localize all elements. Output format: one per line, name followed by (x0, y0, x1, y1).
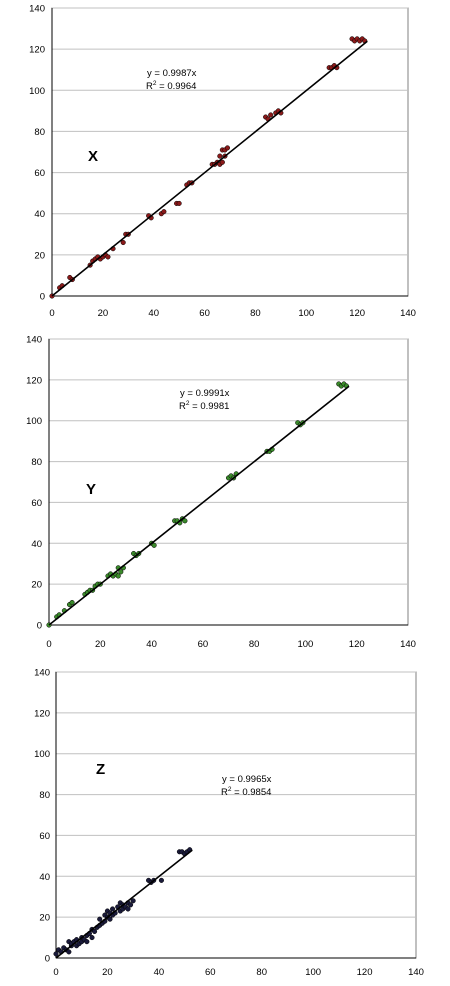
panel-label: Y (86, 481, 96, 498)
x-tick-label: 140 (400, 639, 416, 650)
r-squared: R2 = 0.9981 (179, 400, 229, 412)
y-tick-label: 40 (39, 872, 50, 883)
data-point (115, 573, 121, 579)
data-point (128, 902, 134, 908)
data-point (118, 569, 124, 575)
trendline-equation: y = 0.9965x (222, 774, 272, 785)
y-tick-label: 140 (29, 4, 45, 15)
y-tick-label: 20 (39, 913, 50, 924)
data-point (130, 898, 136, 904)
trendline (55, 849, 193, 959)
data-point (110, 906, 116, 912)
y-tick-label: 120 (26, 375, 42, 386)
trendline (48, 385, 350, 626)
y-tick-label: 80 (31, 457, 42, 468)
y-tick-label: 120 (29, 45, 45, 56)
x-tick-label: 100 (298, 308, 314, 319)
x-tick-label: 80 (249, 639, 260, 650)
x-tick-label: 0 (46, 639, 51, 650)
y-tick-label: 20 (34, 250, 45, 261)
trendline (51, 40, 368, 297)
data-point (182, 518, 188, 524)
x-tick-label: 0 (53, 967, 58, 978)
data-point (217, 153, 223, 159)
x-tick-label: 40 (148, 308, 159, 319)
data-point (151, 542, 157, 548)
y-tick-label: 140 (34, 668, 50, 679)
y-tick-label: 100 (26, 416, 42, 427)
data-point (69, 599, 75, 606)
trendline-equation: y = 0.9987x (147, 68, 197, 79)
x-tick-label: 120 (349, 639, 365, 650)
data-point (120, 239, 126, 246)
scatter-chart-x: 0 20 40 60 80 100 120 140 0 20 40 60 80 100 120 140 Xy =… (29, 4, 416, 320)
trendline-equation: y = 0.9991x (180, 388, 230, 399)
data-point (158, 877, 164, 883)
x-tick-label: 60 (199, 308, 210, 319)
r-squared: R2 = 0.9854 (221, 786, 271, 798)
y-tick-label: 120 (34, 708, 50, 719)
y-tick-label: 80 (39, 790, 50, 801)
y-tick-label: 40 (31, 539, 42, 550)
x-tick-label: 40 (146, 639, 157, 650)
x-tick-label: 80 (250, 308, 261, 319)
data-point (107, 916, 113, 922)
data-point (84, 939, 90, 945)
y-tick-label: 80 (34, 127, 45, 138)
data-point (92, 928, 98, 934)
y-tick-label: 60 (39, 831, 50, 842)
panel-label: Z (96, 761, 105, 778)
data-point (89, 935, 95, 941)
x-tick-label: 20 (95, 639, 106, 650)
x-tick-label: 0 (49, 308, 54, 319)
data-point (125, 906, 131, 912)
x-tick-label: 100 (297, 639, 313, 650)
x-tick-label: 60 (198, 639, 209, 650)
y-tick-label: 0 (37, 621, 42, 632)
scatter-chart-y: 0 20 40 60 80 100 120 140 0 20 40 60 80 100 120 140 Yy =… (26, 335, 416, 651)
y-tick-label: 0 (40, 292, 45, 303)
data-point (66, 949, 72, 955)
data-point (105, 254, 111, 260)
x-tick-label: 120 (357, 967, 373, 978)
x-tick-label: 20 (98, 308, 109, 319)
r-squared: R2 = 0.9964 (146, 80, 196, 92)
x-tick-label: 40 (154, 967, 165, 978)
x-tick-label: 80 (256, 967, 267, 978)
y-tick-label: 100 (34, 749, 50, 760)
x-tick-label: 140 (408, 967, 424, 978)
data-point (53, 951, 59, 957)
x-tick-label: 140 (400, 308, 416, 319)
y-tick-label: 20 (31, 580, 42, 591)
x-tick-label: 120 (349, 308, 365, 319)
data-point (176, 200, 182, 206)
data-point (219, 159, 225, 165)
y-tick-label: 140 (26, 335, 42, 346)
y-tick-label: 60 (31, 498, 42, 509)
y-tick-label: 0 (45, 954, 50, 965)
y-tick-label: 40 (34, 209, 45, 220)
panel-label: X (88, 148, 98, 165)
y-tick-label: 60 (34, 168, 45, 179)
scatter-chart-z: 0 20 40 60 80 100 120 140 0 20 40 60 80 100 120 140 Zy =… (34, 668, 424, 979)
y-tick-label: 100 (29, 86, 45, 97)
data-point (224, 145, 231, 151)
data-point (268, 112, 274, 118)
x-tick-label: 60 (205, 967, 216, 978)
data-point (97, 916, 103, 922)
x-tick-label: 20 (102, 967, 113, 978)
data-point (161, 209, 167, 215)
x-tick-label: 100 (305, 967, 321, 978)
